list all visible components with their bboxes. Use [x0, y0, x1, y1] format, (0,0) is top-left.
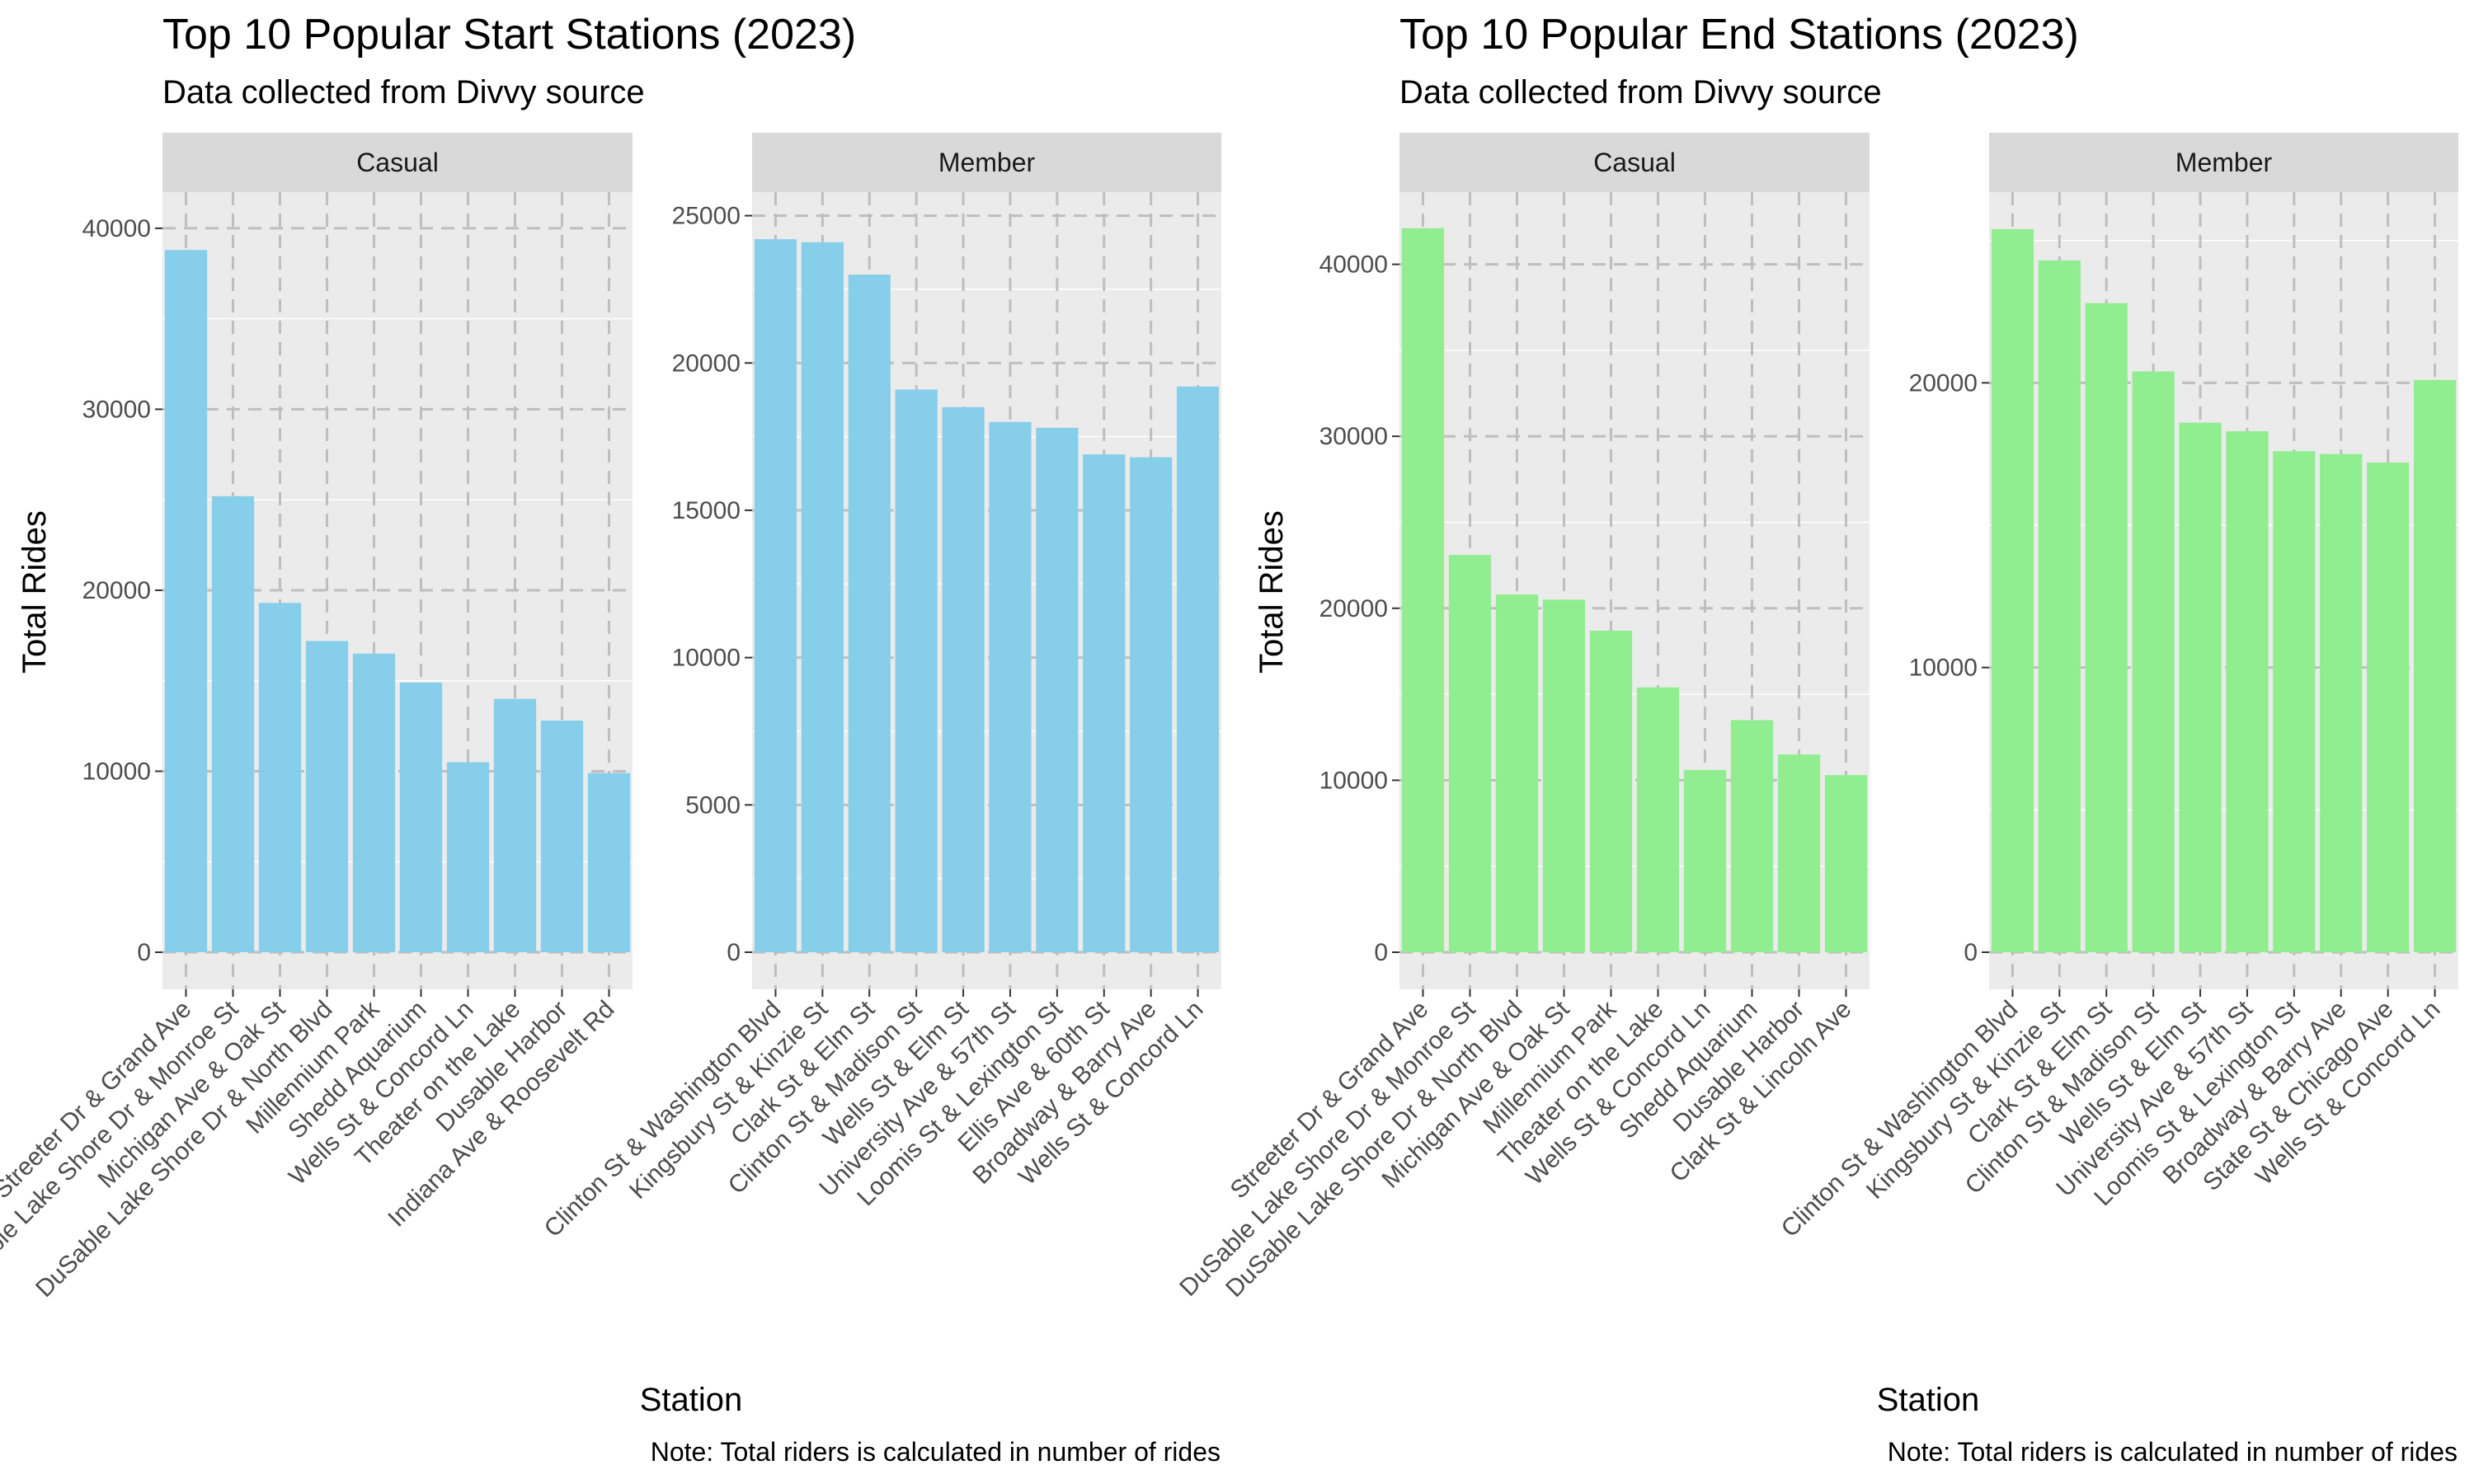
y-tick-label: 5000: [685, 791, 741, 819]
bar: [1401, 228, 1445, 952]
y-tick-label: 25000: [672, 203, 741, 230]
bar: [1176, 386, 1220, 952]
bar: [1130, 457, 1173, 952]
bar: [2226, 431, 2269, 952]
bar: [1083, 454, 1126, 952]
bar: [1036, 427, 1079, 952]
y-tick-label: 0: [137, 939, 151, 966]
bar: [1589, 630, 1633, 952]
chart-title: Top 10 Popular Start Stations (2023): [162, 11, 856, 59]
chart-title: Top 10 Popular End Stations (2023): [1399, 11, 2079, 59]
bar: [2367, 463, 2410, 952]
y-tick-label: 40000: [82, 215, 151, 242]
y-tick-label: 0: [727, 939, 741, 966]
bar: [801, 242, 844, 952]
bar: [1636, 687, 1680, 952]
y-tick-label: 20000: [82, 577, 151, 604]
y-axis-title: Total Rides: [16, 510, 53, 674]
bar: [164, 250, 208, 952]
y-tick-label: 10000: [672, 645, 741, 672]
y-axis-title: Total Rides: [1253, 510, 1290, 674]
y-tick-label: 0: [1964, 939, 1978, 966]
start-stations-chart: Top 10 Popular Start Stations (2023) Dat…: [0, 11, 1221, 1467]
facet-label: Casual: [1593, 148, 1676, 177]
bar: [446, 762, 490, 952]
bar: [754, 239, 797, 952]
chart-caption: Note: Total riders is calculated in numb…: [651, 1437, 1221, 1467]
y-tick-label: 20000: [1909, 369, 1978, 397]
chart-subtitle: Data collected from Divvy source: [1399, 74, 1882, 110]
bar: [1991, 228, 2034, 953]
bar: [2413, 379, 2457, 952]
x-axis-title: Station: [640, 1382, 743, 1418]
bar: [2320, 453, 2363, 952]
bar: [989, 421, 1032, 953]
y-tick-label: 30000: [82, 396, 151, 423]
bar: [540, 721, 584, 952]
bar: [493, 698, 537, 952]
x-axis-title: Station: [1877, 1382, 1980, 1418]
bar: [2273, 451, 2316, 952]
facet-strip: [162, 133, 633, 192]
bar: [942, 406, 985, 952]
facet-label: Member: [938, 148, 1036, 177]
bar: [848, 275, 891, 952]
y-tick-label: 40000: [1319, 251, 1388, 279]
bar: [1448, 555, 1492, 952]
bar: [587, 773, 631, 952]
bar: [1542, 599, 1586, 952]
bar: [2132, 371, 2175, 953]
bar: [2038, 260, 2081, 952]
y-tick-label: 0: [1374, 939, 1388, 966]
bar: [352, 653, 396, 952]
bar: [1824, 775, 1868, 952]
bar: [399, 682, 443, 952]
bar: [258, 603, 302, 952]
chart-caption: Note: Total riders is calculated in numb…: [1888, 1437, 2458, 1467]
y-tick-label: 20000: [1319, 595, 1388, 622]
facet-strip: [1399, 133, 1870, 192]
facet-label: Casual: [356, 148, 439, 177]
y-tick-label: 20000: [672, 350, 741, 377]
chart-subtitle: Data collected from Divvy source: [162, 74, 645, 110]
y-tick-label: 10000: [1319, 767, 1388, 794]
bar: [2179, 422, 2222, 952]
bar: [895, 389, 938, 953]
y-tick-label: 10000: [82, 758, 151, 785]
facet-label: Member: [2175, 148, 2273, 177]
y-tick-label: 30000: [1319, 423, 1388, 450]
facet-strip: [1989, 133, 2458, 192]
bar: [1683, 769, 1727, 952]
bar: [1777, 754, 1821, 952]
bar: [211, 495, 255, 952]
y-tick-label: 10000: [1909, 655, 1978, 682]
bar: [2085, 303, 2128, 952]
bar: [1730, 720, 1774, 952]
bar: [1495, 594, 1539, 952]
bar: [305, 641, 349, 952]
facet-strip: [752, 133, 1221, 192]
y-tick-label: 15000: [672, 497, 741, 524]
